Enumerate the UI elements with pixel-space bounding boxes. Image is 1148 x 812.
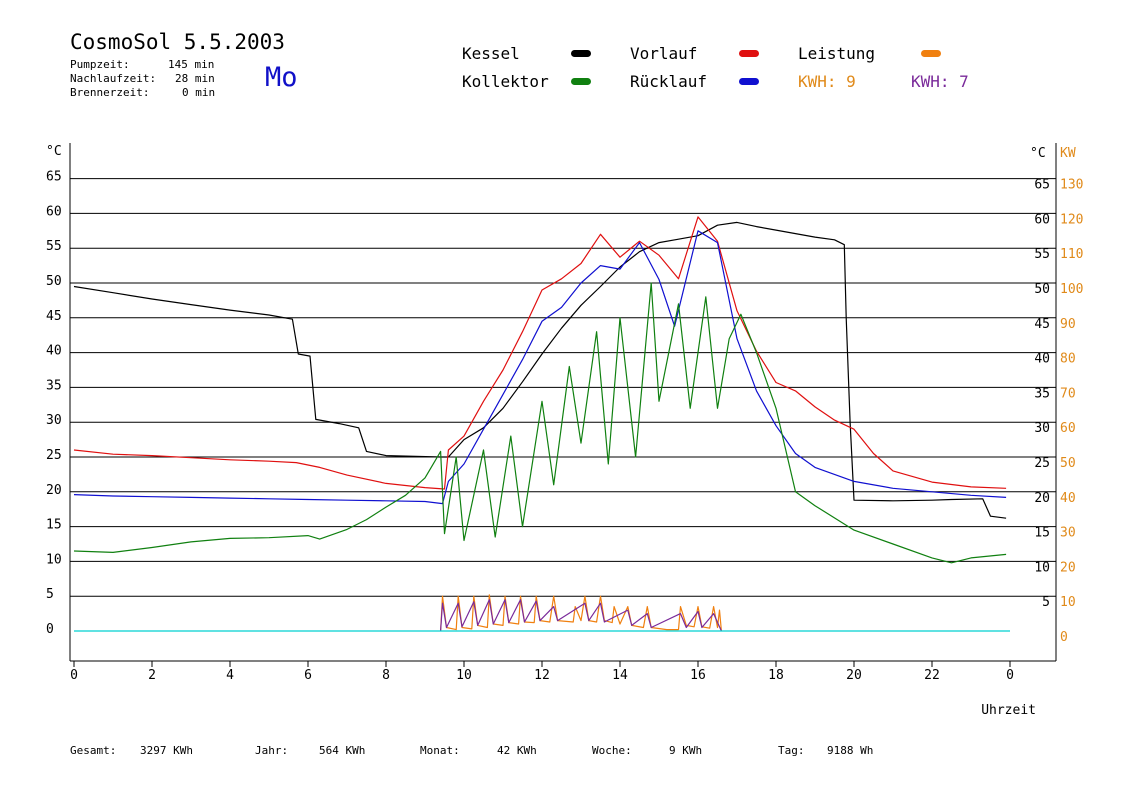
legend-label-ruecklauf: Rücklauf — [630, 72, 708, 91]
footer-value-tag: 9188 Wh — [827, 744, 874, 757]
y-tick-left-5: 5 — [46, 587, 54, 602]
y-axis-unit-left: °C — [46, 144, 62, 159]
footer-label-gesamt: Gesamt: — [70, 744, 117, 757]
y-tick-left-30: 30 — [46, 413, 62, 428]
series-line-vorlauf — [73, 216, 1007, 490]
y-tick-right-power-40: 40 — [1060, 491, 1076, 506]
stat-value-pumpzeit: 145 min — [168, 58, 215, 71]
kwh-label-secondary: KWH: 7 — [911, 72, 969, 91]
stat-value-brennerzeit: 0 min — [182, 86, 216, 99]
x-tick-label-8: 16 — [690, 668, 706, 683]
legend-label-kollektor: Kollektor — [462, 72, 549, 91]
y-tick-right-power-20: 20 — [1060, 560, 1076, 575]
series-line-r-cklauf — [73, 230, 1007, 505]
stat-label-brennerzeit: Brennerzeit: — [70, 86, 150, 99]
y-tick-left-55: 55 — [46, 239, 62, 254]
y-tick-right-temp-5: 5 — [1042, 595, 1050, 610]
x-tick-label-6: 12 — [534, 668, 550, 683]
y-tick-left-15: 15 — [46, 518, 62, 533]
legend-swatch-ruecklauf — [739, 78, 759, 85]
stat-value-nachlaufzeit: 28 min — [175, 72, 215, 85]
y-tick-right-power-110: 110 — [1060, 247, 1083, 262]
x-tick-label-10: 20 — [846, 668, 862, 683]
series-line-kwh-7 — [440, 599, 722, 632]
y-tick-left-45: 45 — [46, 309, 62, 324]
stat-label-pumpzeit: Pumpzeit: — [70, 58, 130, 71]
y-tick-right-power-50: 50 — [1060, 456, 1076, 471]
x-tick-label-11: 22 — [924, 668, 940, 683]
series-line-kollektor — [73, 282, 1007, 564]
footer-label-jahr: Jahr: — [255, 744, 289, 757]
series-line-leistung — [440, 594, 722, 632]
footer-label-woche: Woche: — [592, 744, 632, 757]
y-tick-right-temp-45: 45 — [1034, 317, 1050, 332]
x-tick-label-5: 10 — [456, 668, 472, 683]
x-tick-label-9: 18 — [768, 668, 784, 683]
footer-value-gesamt: 3297 KWh — [140, 744, 193, 757]
legend-label-kessel: Kessel — [462, 44, 520, 63]
y-tick-right-temp-60: 60 — [1034, 212, 1050, 227]
y-tick-right-power-30: 30 — [1060, 526, 1076, 541]
y-tick-right-temp-20: 20 — [1034, 491, 1050, 506]
legend-label-vorlauf: Vorlauf — [630, 44, 698, 63]
y-tick-left-25: 25 — [46, 448, 62, 463]
y-tick-left-20: 20 — [46, 483, 62, 498]
y-axis-unit-right-temp: °C — [1030, 146, 1046, 161]
y-tick-right-power-120: 120 — [1060, 212, 1083, 227]
y-tick-right-temp-10: 10 — [1034, 560, 1050, 575]
kwh-label-leistung: KWH: 9 — [798, 72, 856, 91]
y-tick-right-temp-40: 40 — [1034, 352, 1050, 367]
y-tick-left-40: 40 — [46, 344, 62, 359]
y-tick-left-35: 35 — [46, 378, 62, 393]
x-tick-label-0: 0 — [70, 668, 78, 683]
y-tick-right-temp-15: 15 — [1034, 526, 1050, 541]
y-tick-right-temp-65: 65 — [1034, 178, 1050, 193]
footer-value-woche: 9 KWh — [669, 744, 703, 757]
y-tick-right-power-10: 10 — [1060, 595, 1076, 610]
legend-label-leistung: Leistung — [798, 44, 876, 63]
y-tick-left-65: 65 — [46, 170, 62, 185]
y-tick-left-0: 0 — [46, 622, 54, 637]
x-tick-label-3: 6 — [304, 668, 312, 683]
stat-label-nachlaufzeit: Nachlaufzeit: — [70, 72, 157, 85]
x-tick-label-2: 4 — [226, 668, 234, 683]
y-tick-right-power-60: 60 — [1060, 421, 1076, 436]
y-tick-right-power-0: 0 — [1060, 630, 1068, 645]
y-tick-right-power-130: 130 — [1060, 178, 1083, 193]
footer-label-monat: Monat: — [420, 744, 460, 757]
y-tick-left-10: 10 — [46, 552, 62, 567]
y-tick-right-power-100: 100 — [1060, 282, 1083, 297]
y-tick-right-power-90: 90 — [1060, 317, 1076, 332]
y-tick-right-temp-30: 30 — [1034, 421, 1050, 436]
x-tick-label-1: 2 — [148, 668, 156, 683]
x-tick-label-7: 14 — [612, 668, 628, 683]
y-tick-right-power-70: 70 — [1060, 386, 1076, 401]
y-tick-right-temp-35: 35 — [1034, 386, 1050, 401]
series-line-kessel — [73, 221, 1007, 519]
y-tick-left-60: 60 — [46, 204, 62, 219]
footer-value-monat: 42 KWh — [497, 744, 537, 757]
y-tick-right-temp-55: 55 — [1034, 247, 1050, 262]
chart-title: CosmoSol 5.5.2003 — [70, 30, 285, 54]
footer-label-tag: Tag: — [778, 744, 805, 757]
x-tick-label-4: 8 — [382, 668, 390, 683]
legend-swatch-kessel — [571, 50, 591, 57]
legend-swatch-vorlauf — [739, 50, 759, 57]
x-axis-label: Uhrzeit — [981, 703, 1036, 718]
legend-swatch-kollektor — [571, 78, 591, 85]
y-tick-right-temp-25: 25 — [1034, 456, 1050, 471]
footer-value-jahr: 564 KWh — [319, 744, 366, 757]
x-tick-label-12: 0 — [1006, 668, 1014, 683]
weekday-label: Mo — [265, 62, 298, 93]
y-axis-unit-right-power: KW — [1060, 146, 1076, 161]
y-tick-left-50: 50 — [46, 274, 62, 289]
y-tick-right-power-80: 80 — [1060, 352, 1076, 367]
y-tick-right-temp-50: 50 — [1034, 282, 1050, 297]
legend-swatch-leistung — [921, 50, 941, 57]
